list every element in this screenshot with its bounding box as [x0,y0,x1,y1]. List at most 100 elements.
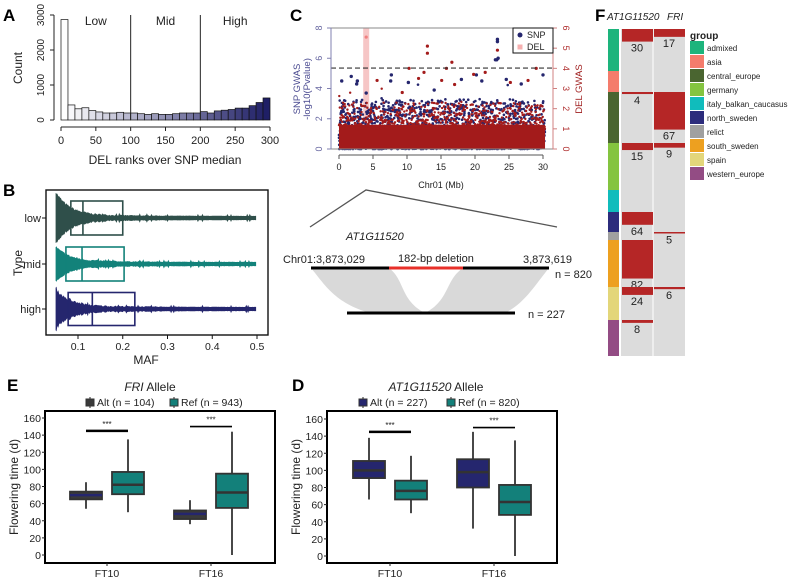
del-point [439,113,442,116]
del-point [474,127,477,131]
del-point [444,119,448,123]
del-point [378,123,381,127]
x-tick-label: 30 [538,162,548,172]
y-tick-label: 40 [29,516,41,528]
legend-label: western_europe [706,170,765,179]
histogram-bar [262,97,271,121]
del-point [476,116,479,120]
del-point [463,122,466,126]
del-point [420,123,423,126]
snp-point [500,107,503,111]
del-point [432,113,436,117]
del-point [528,108,531,111]
y-tick-label: 160 [23,413,41,425]
del-point [452,105,456,109]
del-point [364,127,367,131]
histogram-bar [95,111,104,121]
del-point [537,107,541,110]
legend-swatch-north_sweden [690,111,704,124]
snp-point [439,117,442,121]
legend-label: Ref (n = 820) [458,397,520,409]
del-point [496,115,500,118]
ribbon-right [425,268,549,313]
del-point [403,114,407,117]
count-label: 15 [631,151,643,163]
del-point [426,109,429,112]
histogram-bar [81,107,90,121]
del-point [444,101,447,105]
snp-point [502,113,506,117]
count-label: 9 [666,149,672,161]
x-tick-label: 50 [90,135,102,147]
del-point [478,120,481,123]
del-point [407,102,410,106]
del-point [360,110,363,114]
snp-point [475,104,478,108]
legend-label: admixed [707,44,737,53]
del-point [479,111,483,115]
legend-swatch [358,398,368,407]
panel-label-e: E [7,376,18,395]
del-point [530,105,534,108]
legend-label: asia [707,58,722,67]
del-point [503,124,507,127]
del-point [348,91,352,94]
snp-point [462,113,466,117]
snp-point [409,98,412,102]
del-point [481,123,485,126]
snp-point [383,108,387,112]
del-point [354,122,357,125]
snp-point [478,97,481,101]
significance-label: *** [489,417,498,426]
del-point [500,116,504,119]
del-point [416,119,420,123]
count-label: 64 [631,226,643,238]
y-right-axis-label: DEL GWAS [574,64,585,113]
count-label: 24 [631,296,643,308]
del-point [543,125,546,128]
del-point [363,104,367,108]
del-point [395,101,398,104]
group-bar-south_sweden [608,240,619,287]
del-point [457,124,460,127]
histogram-bar [74,108,83,121]
del-point [541,115,544,119]
del-point [440,106,444,110]
del-point [391,122,394,125]
snp-point [354,82,359,86]
del-point [436,102,439,105]
snp-point [481,100,484,104]
del-point [530,117,534,120]
del-point [360,123,363,126]
snp-point [541,73,545,77]
histogram-bar [199,111,208,121]
deletion-frequency-bar [654,29,685,37]
y-tick-label: 1000 [36,73,47,96]
histogram-bar [130,112,138,121]
del-point [378,105,381,109]
snp-point [412,99,415,103]
x-tick-label: 0.5 [250,341,265,353]
snp-point [355,79,360,83]
del-point [509,107,512,110]
y-right-tick-label: 5 [561,46,571,51]
del-point [527,104,530,108]
deletion-frequency-bar [622,287,653,295]
histogram-bar [109,112,118,121]
violin-low [55,193,257,243]
snp-point [472,100,476,104]
snp-point [474,73,479,77]
legend-swatch-spain [690,153,704,166]
del-point [339,123,343,127]
del-point [367,118,371,122]
del-point [402,105,405,108]
snp-point [400,100,404,104]
snp-point [364,91,368,95]
del-point [475,112,478,115]
del-point [374,124,377,127]
del-point [350,103,354,106]
y-tick-label: 0 [314,146,324,151]
del-point [534,104,537,108]
del-point [493,104,497,108]
